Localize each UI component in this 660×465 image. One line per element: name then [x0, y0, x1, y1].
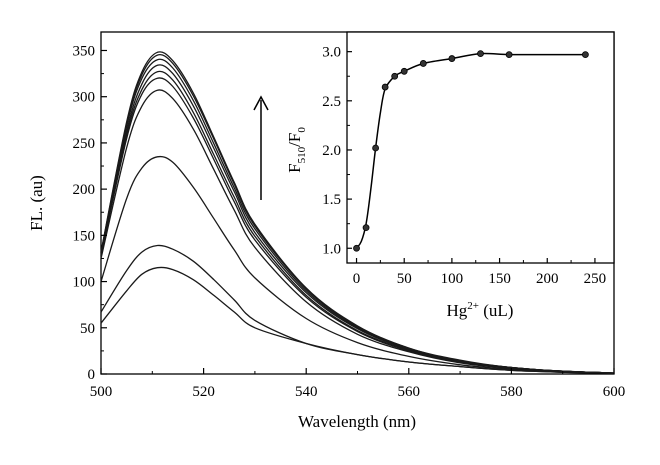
inset-x-tick-label-150: 150	[488, 271, 511, 287]
inset-plot-frame	[346, 31, 615, 264]
main-y-tick-label-300: 300	[73, 90, 96, 106]
increase-arrow	[253, 95, 269, 200]
inset-x-tick-label-250: 250	[584, 271, 607, 287]
inset-y-axis-title: F510/F0	[285, 127, 308, 173]
inset-data-point-9	[477, 50, 484, 58]
main-x-tick-label-580: 580	[500, 384, 523, 400]
inset-data-point-6	[400, 67, 408, 75]
main-y-axis: 0 50 100 150 200 250 300 350	[73, 43, 107, 383]
inset-x-axis: 0 50 100 150 200 250	[353, 258, 606, 287]
inset-x-axis-title: Hg2+ (uL)	[447, 300, 514, 320]
main-x-tick-label-520: 520	[192, 384, 215, 400]
inset-x-tick-label-50: 50	[397, 271, 412, 287]
main-x-tick-label-540: 540	[295, 384, 318, 400]
inset-y-tick-label-2: 2.0	[322, 143, 341, 159]
inset-y-tick-label-4: 3.0	[322, 45, 341, 61]
inset-y-tick-label-1: 1.5	[322, 192, 341, 208]
main-y-tick-label-250: 250	[73, 136, 96, 152]
main-y-tick-label-50: 50	[80, 321, 95, 337]
inset-data-point-8	[448, 55, 456, 62]
inset-data-point-1	[353, 244, 360, 252]
inset-x-tick-label-100: 100	[441, 271, 464, 287]
main-x-tick-label-560: 560	[398, 384, 421, 400]
main-x-axis: 500 520 540 560 580 600	[90, 368, 626, 400]
main-y-tick-label-150: 150	[73, 228, 96, 244]
main-plot: 500 520 540 560 580 600 050100150200250300350…	[27, 31, 626, 431]
spectrum-series-3	[100, 155, 615, 374]
inset-y-axis: 1.0 1.5 2.0 2.5 3.0	[322, 45, 352, 257]
inset-x-tick-label-0: 0	[353, 271, 361, 287]
spectrum-series-9	[100, 54, 615, 374]
main-y-tick-label-200: 200	[73, 182, 96, 198]
main-y-tick-label-350: 350	[73, 43, 96, 59]
inset-data-point-4	[381, 83, 389, 91]
main-series-group	[100, 51, 615, 374]
spectrum-series-10	[100, 51, 615, 374]
inset-data-point-10	[505, 51, 513, 59]
inset-data-point-5	[391, 72, 399, 80]
increase-arrow-head	[253, 95, 269, 111]
main-x-tick-label-500: 500	[90, 384, 113, 400]
inset-data-point-3	[372, 144, 380, 152]
inset-x-tick-label-200: 200	[536, 271, 559, 287]
inset-data-point-7	[419, 60, 427, 67]
inset-y-tick-label-0: 1.0	[322, 241, 341, 257]
inset-data-point-2	[362, 224, 370, 232]
main-x-tick-label-600: 600	[603, 384, 626, 400]
inset-points-group	[353, 50, 589, 252]
inset-plot: 0 50 100 150 200 250 1.0 1.5 2.0 2.5 3.0 Hg2+ (uL…	[285, 31, 615, 320]
main-x-axis-title: Wavelength (nm)	[298, 412, 416, 431]
main-y-tick-label-100: 100	[73, 275, 96, 291]
spectrum-series-2	[100, 244, 615, 374]
inset-y-tick-label-3: 2.5	[322, 94, 341, 110]
main-y-tick-label-0: 0	[88, 367, 96, 383]
main-y-axis-title: FL. (au)	[27, 175, 46, 231]
inset-data-point-11	[581, 51, 589, 59]
